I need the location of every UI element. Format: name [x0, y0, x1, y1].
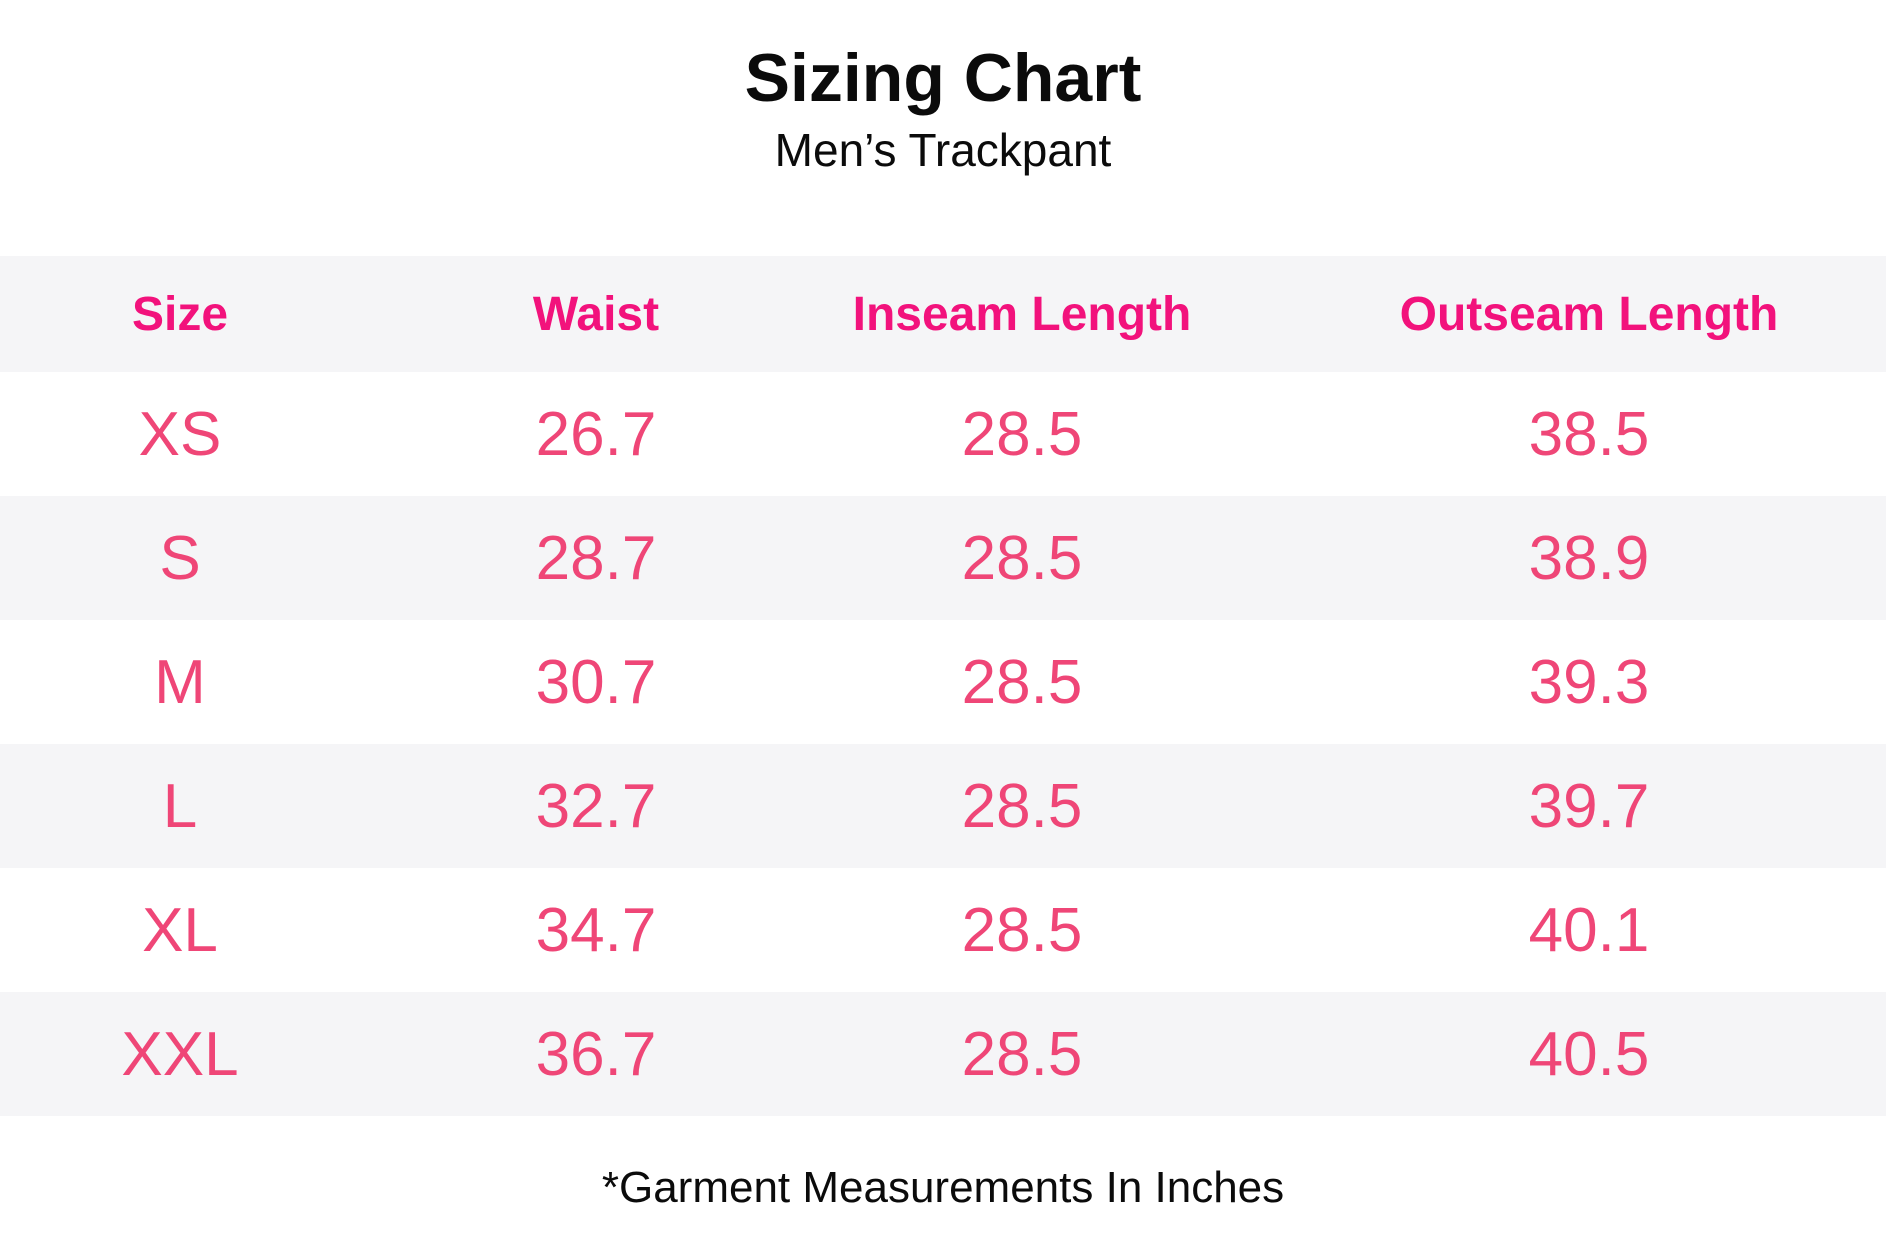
waist-cell: 34.7 [535, 895, 657, 965]
size-cell: M [154, 647, 206, 717]
inseam-cell: 28.5 [961, 895, 1083, 965]
table-row: S 28.7 28.5 38.9 [0, 496, 1886, 621]
outseam-cell: 39.3 [1528, 647, 1650, 717]
table-row: M 30.7 28.5 39.3 [0, 620, 1886, 745]
size-cell: L [162, 771, 198, 841]
waist-cell: 36.7 [535, 1019, 657, 1089]
inseam-cell: 28.5 [961, 399, 1083, 469]
outseam-cell: 40.1 [1528, 895, 1650, 965]
inseam-cell: 28.5 [961, 1019, 1083, 1089]
sizing-table: Size Waist Inseam Length Outseam Length … [0, 256, 1886, 1117]
waist-cell: 32.7 [535, 771, 657, 841]
column-header-inseam-length: Inseam Length [852, 287, 1192, 341]
page-subtitle: Men’s Trackpant [774, 124, 1112, 176]
size-cell: XL [142, 895, 218, 965]
table-row: XL 34.7 28.5 40.1 [0, 868, 1886, 993]
waist-cell: 28.7 [535, 523, 657, 593]
table-header-row: Size Waist Inseam Length Outseam Length [0, 256, 1886, 373]
column-header-waist: Waist [532, 287, 660, 341]
size-cell: S [159, 523, 201, 593]
inseam-cell: 28.5 [961, 523, 1083, 593]
inseam-cell: 28.5 [961, 771, 1083, 841]
waist-cell: 26.7 [535, 399, 657, 469]
table-row: L 32.7 28.5 39.7 [0, 744, 1886, 869]
outseam-cell: 39.7 [1528, 771, 1650, 841]
outseam-cell: 38.9 [1528, 523, 1650, 593]
table-row: XXL 36.7 28.5 40.5 [0, 992, 1886, 1117]
size-cell: XS [138, 399, 222, 469]
inseam-cell: 28.5 [961, 647, 1083, 717]
column-header-size: Size [131, 287, 229, 341]
outseam-cell: 38.5 [1528, 399, 1650, 469]
measurement-note: *Garment Measurements In Inches [601, 1163, 1285, 1213]
table-row: XS 26.7 28.5 38.5 [0, 372, 1886, 497]
size-cell: XXL [121, 1019, 239, 1089]
outseam-cell: 40.5 [1528, 1019, 1650, 1089]
page-title: Sizing Chart [744, 40, 1142, 116]
column-header-outseam-length: Outseam Length [1399, 287, 1779, 341]
waist-cell: 30.7 [535, 647, 657, 717]
